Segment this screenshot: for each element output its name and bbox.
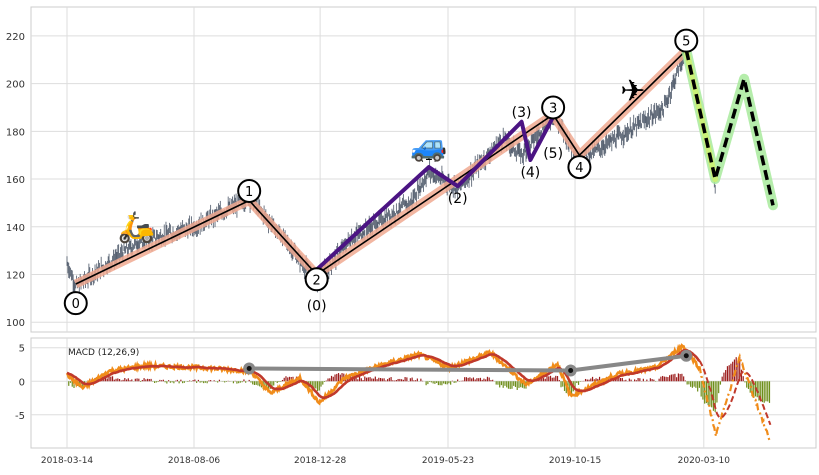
price-ytick-label: 200 bbox=[6, 80, 25, 91]
wave-label-0: 0 bbox=[63, 291, 88, 316]
macd-panel: 2018-03-14 2018-08-06 2018-12-28 2019-05-23… bbox=[15, 337, 817, 466]
price-ytick-label: 120 bbox=[6, 271, 25, 282]
price-ytick-label: 220 bbox=[6, 32, 25, 43]
wave-label-text: 4 bbox=[575, 161, 583, 176]
signal-line bbox=[66, 348, 701, 400]
x-tick-label: 2018-03-14 bbox=[41, 456, 94, 466]
divergence-marker-inner bbox=[683, 353, 689, 359]
main-wave-line bbox=[75, 49, 687, 285]
x-tick-label: 2019-10-15 bbox=[549, 456, 601, 466]
wave-label-circle bbox=[237, 178, 262, 203]
price-ytick-label: 160 bbox=[6, 175, 25, 186]
x-tick-label: 2018-08-06 bbox=[168, 456, 221, 466]
sub-wave-label: (4) bbox=[520, 165, 540, 181]
wave-label-circle bbox=[674, 28, 699, 53]
wave-label-circle bbox=[567, 155, 592, 180]
scooter-icon: 🛵 bbox=[118, 210, 155, 245]
airplane-icon: ✈ bbox=[620, 74, 645, 109]
macd-title: MACD (12,26,9) bbox=[68, 348, 139, 358]
wave-label-2: 2 bbox=[304, 267, 329, 292]
wave-label-3: 3 bbox=[541, 95, 566, 120]
macd-projection-line bbox=[698, 352, 772, 443]
macd-ytick-label: 5 bbox=[19, 344, 25, 355]
wave-label-text: 5 bbox=[682, 35, 690, 50]
car-icon: 🚙 bbox=[410, 129, 447, 164]
divergence-marker-inner bbox=[246, 366, 252, 372]
price-ytick-label: 180 bbox=[6, 127, 25, 138]
wave-label-5: 5 bbox=[674, 28, 699, 53]
wave-label-text: 0 bbox=[72, 297, 80, 312]
wave-label-text: 2 bbox=[312, 273, 320, 288]
sub-wave-label: (3) bbox=[512, 105, 532, 121]
divergence-marker-inner bbox=[568, 368, 574, 374]
sub-wave-label: (2) bbox=[448, 191, 468, 207]
x-tick-label: 2018-12-28 bbox=[294, 456, 347, 466]
sub-wave-label: (1) bbox=[419, 148, 439, 164]
sub-wave-label: (5) bbox=[543, 146, 563, 162]
x-tick-label: 2020-03-10 bbox=[678, 456, 731, 466]
x-tick-label: 2019-05-23 bbox=[422, 456, 474, 466]
wave-label-text: 3 bbox=[549, 101, 557, 116]
price-ytick-label: 140 bbox=[6, 223, 25, 234]
wave-label-4: 4 bbox=[567, 155, 592, 180]
wave-label-circle bbox=[63, 291, 88, 316]
wave-label-circle bbox=[304, 267, 329, 292]
wave-label-circle bbox=[541, 95, 566, 120]
sub-wave-line bbox=[315, 116, 555, 272]
macd-ytick-label: 0 bbox=[19, 377, 25, 388]
macd-ytick-label: -5 bbox=[15, 411, 25, 422]
projection-dashed-line bbox=[684, 49, 775, 206]
wave-label-1: 1 bbox=[237, 178, 262, 203]
price-ytick-label: 100 bbox=[6, 318, 25, 329]
signal-projection-line bbox=[698, 360, 772, 426]
wave-label-text: 1 bbox=[245, 185, 253, 200]
price-panel: 100 120 140 160 180 200 220 0 1 2 3 4 5 (0) (1) (2) (3) (… bbox=[6, 6, 817, 333]
sub-wave-label: (0) bbox=[307, 299, 327, 315]
